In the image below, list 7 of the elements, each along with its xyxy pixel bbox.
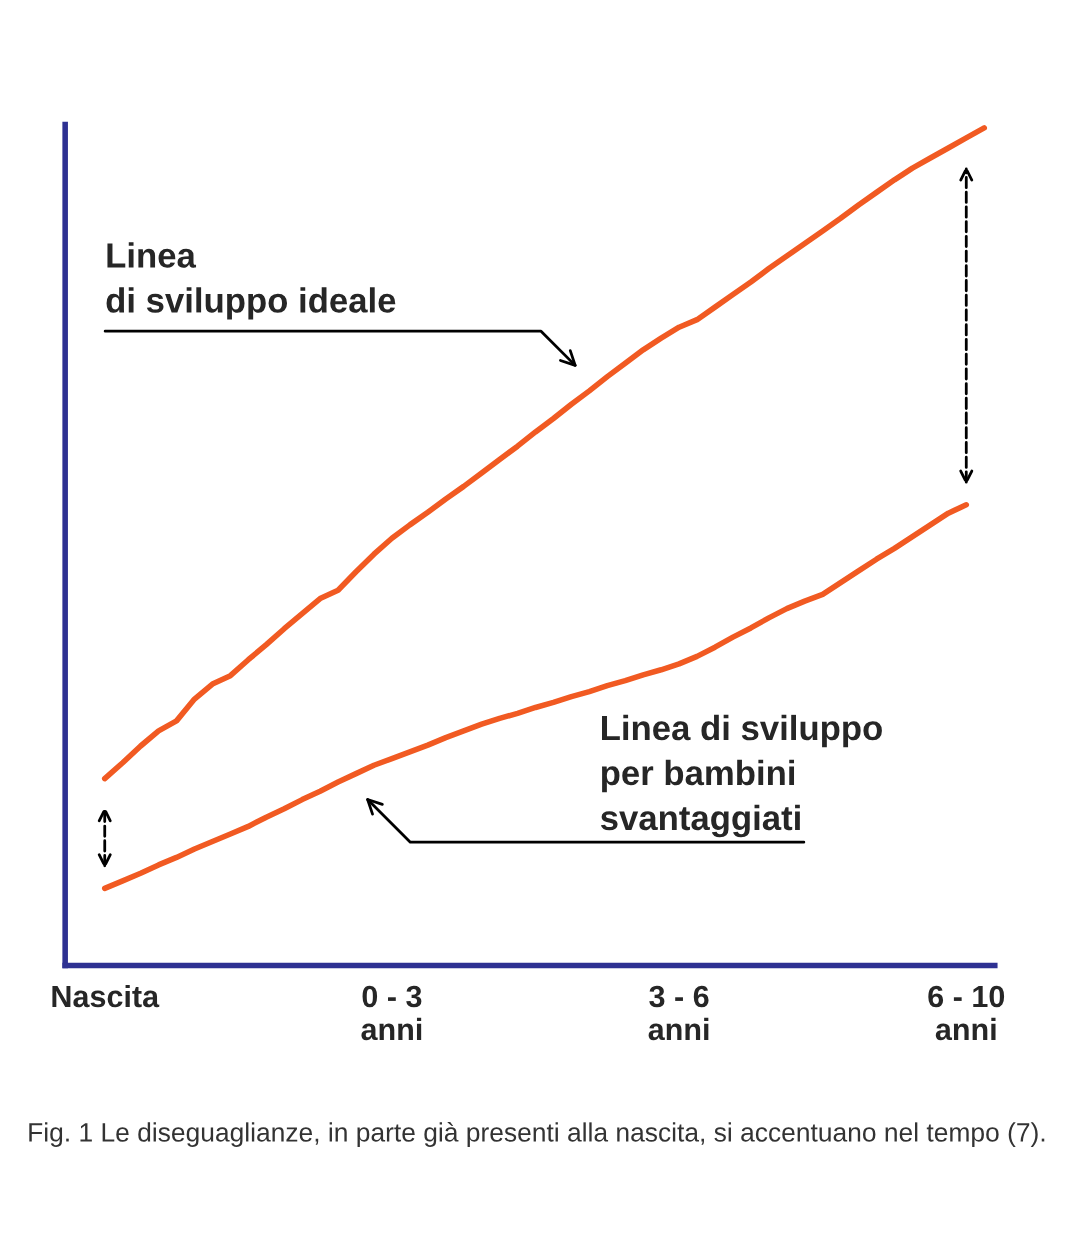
caption: Fig. 1 Le diseguaglianze, in parte già presenti alla nascita, si accentuano nel tempo (7). <box>29 1122 1045 1147</box>
x-tick-label: 0 - 3 anni <box>361 985 422 1041</box>
annotation: Linea di sviluppo ideale <box>106 242 396 320</box>
annotation: Linea di sviluppo per bambini svantaggiati <box>600 714 882 838</box>
x-tick-label: Nascita <box>52 984 160 1008</box>
x-tick-label: 3 - 6 anni <box>648 985 709 1041</box>
x-tick-label: 6 - 10 anni <box>928 985 1005 1041</box>
